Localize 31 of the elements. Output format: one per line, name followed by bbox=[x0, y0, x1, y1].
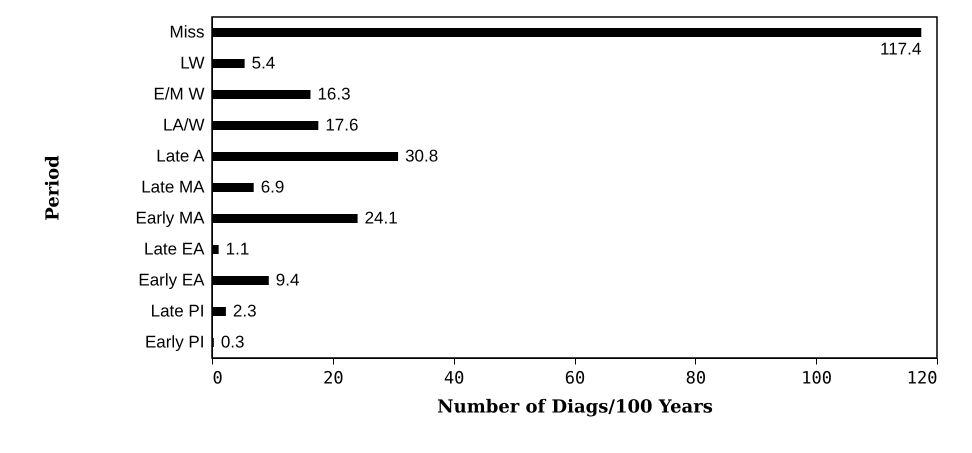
x-tick-label: 100 bbox=[801, 368, 832, 388]
y-axis-title: Period bbox=[42, 154, 64, 221]
y-tick-label: Early EA bbox=[138, 270, 206, 290]
data-label: 6.9 bbox=[260, 178, 284, 196]
y-tick-label: Early PI bbox=[144, 332, 204, 352]
y-tick-label: Miss bbox=[170, 22, 204, 42]
x-tick-label: 0 bbox=[212, 368, 223, 388]
data-label: 5.4 bbox=[252, 54, 276, 72]
data-label: 30.8 bbox=[405, 146, 438, 166]
data-label: 24.1 bbox=[364, 208, 398, 228]
data-label: 2.3 bbox=[232, 302, 257, 320]
data-label: 1.1 bbox=[226, 240, 250, 258]
data-label: 9.4 bbox=[276, 270, 300, 290]
y-tick-label: Late PI bbox=[150, 302, 204, 320]
y-tick-label: E/M W bbox=[154, 84, 204, 104]
y-tick-label: Late MA bbox=[141, 178, 206, 196]
y-tick-label: Early MA bbox=[136, 208, 206, 228]
data-label: 117.4 bbox=[880, 40, 922, 58]
y-tick-label: LW bbox=[180, 54, 204, 72]
x-tick-label: 60 bbox=[564, 368, 586, 388]
data-label: 16.3 bbox=[317, 84, 351, 104]
data-label: 0.3 bbox=[220, 332, 244, 352]
x-axis-title: Number of Diags/100 Years bbox=[437, 396, 713, 418]
y-tick-label: Late EA bbox=[144, 240, 206, 258]
x-tick-label: 120 bbox=[906, 368, 938, 388]
y-tick-label: Late A bbox=[156, 146, 206, 166]
data-label: 17.6 bbox=[325, 116, 358, 134]
x-tick-label: 20 bbox=[323, 368, 344, 388]
y-tick-label: LA/W bbox=[162, 116, 204, 134]
x-tick-label: 40 bbox=[444, 368, 464, 388]
x-tick-label: 80 bbox=[686, 368, 706, 388]
